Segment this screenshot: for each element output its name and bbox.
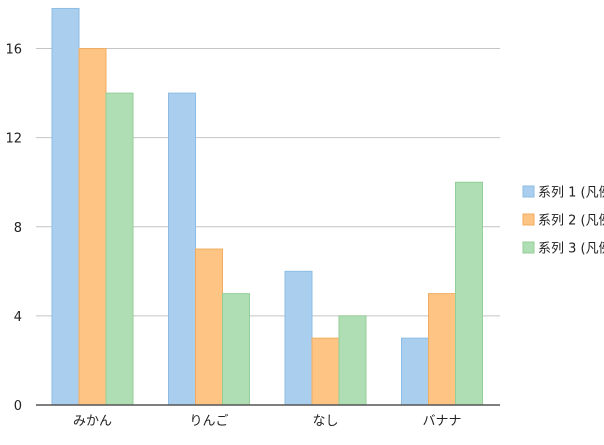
y-tick-label: 16 [5, 43, 22, 58]
bar [51, 7, 80, 406]
legend-swatch [522, 241, 535, 254]
x-tick-label: バナナ [422, 414, 461, 429]
bars [51, 7, 483, 406]
y-tick-label: 8 [14, 221, 22, 236]
bar [78, 48, 107, 406]
bar [428, 293, 456, 406]
x-tick-label: なし [312, 414, 338, 429]
y-tick-label: 4 [14, 310, 22, 325]
x-tick-label: みかん [73, 414, 112, 429]
bar [401, 337, 429, 406]
bar [222, 293, 250, 406]
legend-label: 系列 3 (凡例 [538, 242, 604, 257]
bar [105, 92, 134, 406]
axes: 0 4 8 12 16 みかん りんご なし バナナ [5, 43, 500, 429]
legend-swatch [522, 185, 535, 198]
bar [284, 270, 313, 406]
bar [195, 248, 223, 406]
bar [311, 337, 340, 406]
bar [338, 315, 367, 406]
bar [455, 181, 483, 406]
y-tick-label: 0 [14, 399, 22, 414]
y-tick-label: 12 [5, 132, 22, 147]
bar [168, 92, 196, 406]
legend: 系列 1 (凡例系列 2 (凡例系列 3 (凡例 [522, 185, 604, 257]
x-tick-label: りんご [189, 413, 228, 429]
legend-label: 系列 2 (凡例 [538, 214, 604, 229]
legend-swatch [522, 213, 535, 226]
legend-label: 系列 1 (凡例 [538, 186, 604, 201]
